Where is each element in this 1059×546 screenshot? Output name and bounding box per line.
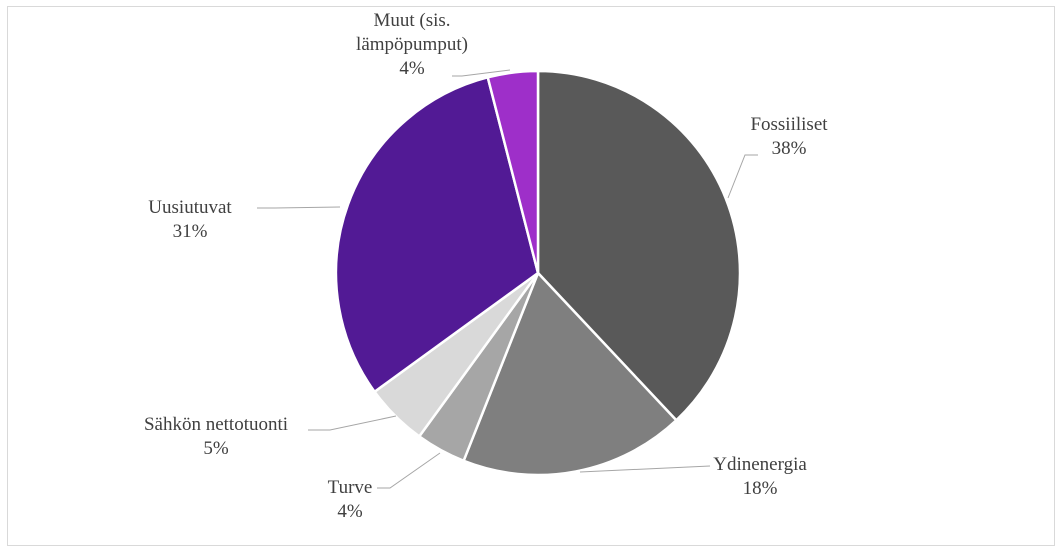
leader-lines-layer [257,69,758,489]
category-label: Ydinenergia [713,454,807,475]
leader-line-3 [308,415,397,431]
category-label: Muut (sis. [373,10,450,31]
data-label-5: Muut (sis. lämpöpumput) 4% [356,10,468,79]
percent-label: 31% [173,221,208,242]
pie-slice-0 [536,69,742,423]
leader-line-1 [579,465,711,473]
pie-slice-1 [462,270,679,477]
pie-slice-5 [486,69,540,274]
data-label-3: Sähkön nettotuonti 5% [144,414,288,459]
pie-chart: Fossiiliset 38% Ydinenergia 18% Turve 4% Sähkö… [144,10,828,522]
percent-label: 4% [399,58,425,79]
percent-label: 4% [337,501,363,522]
labels-layer: Fossiiliset 38% Ydinenergia 18% Turve 4% Sähkö… [144,10,828,522]
category-label: Uusiutuvat [148,197,232,218]
data-label-1: Ydinenergia 18% [713,454,807,499]
pie-slice-4 [334,75,540,394]
percent-label: 18% [743,478,778,499]
slices-layer [334,69,742,477]
category-label: Fossiiliset [750,114,828,135]
leader-line-4 [257,206,341,209]
category-label: Turve [328,477,373,498]
data-label-2: Turve 4% [328,477,373,522]
leader-line-2 [377,452,441,489]
data-label-0: Fossiiliset 38% [750,114,828,159]
percent-label: 38% [772,138,807,159]
data-label-4: Uusiutuvat 31% [148,197,232,242]
category-label: lämpöpumput) [356,34,468,55]
category-label: Sähkön nettotuonti [144,414,288,435]
percent-label: 5% [203,438,229,459]
leader-line-5 [452,69,511,77]
leader-line-0 [727,154,758,199]
